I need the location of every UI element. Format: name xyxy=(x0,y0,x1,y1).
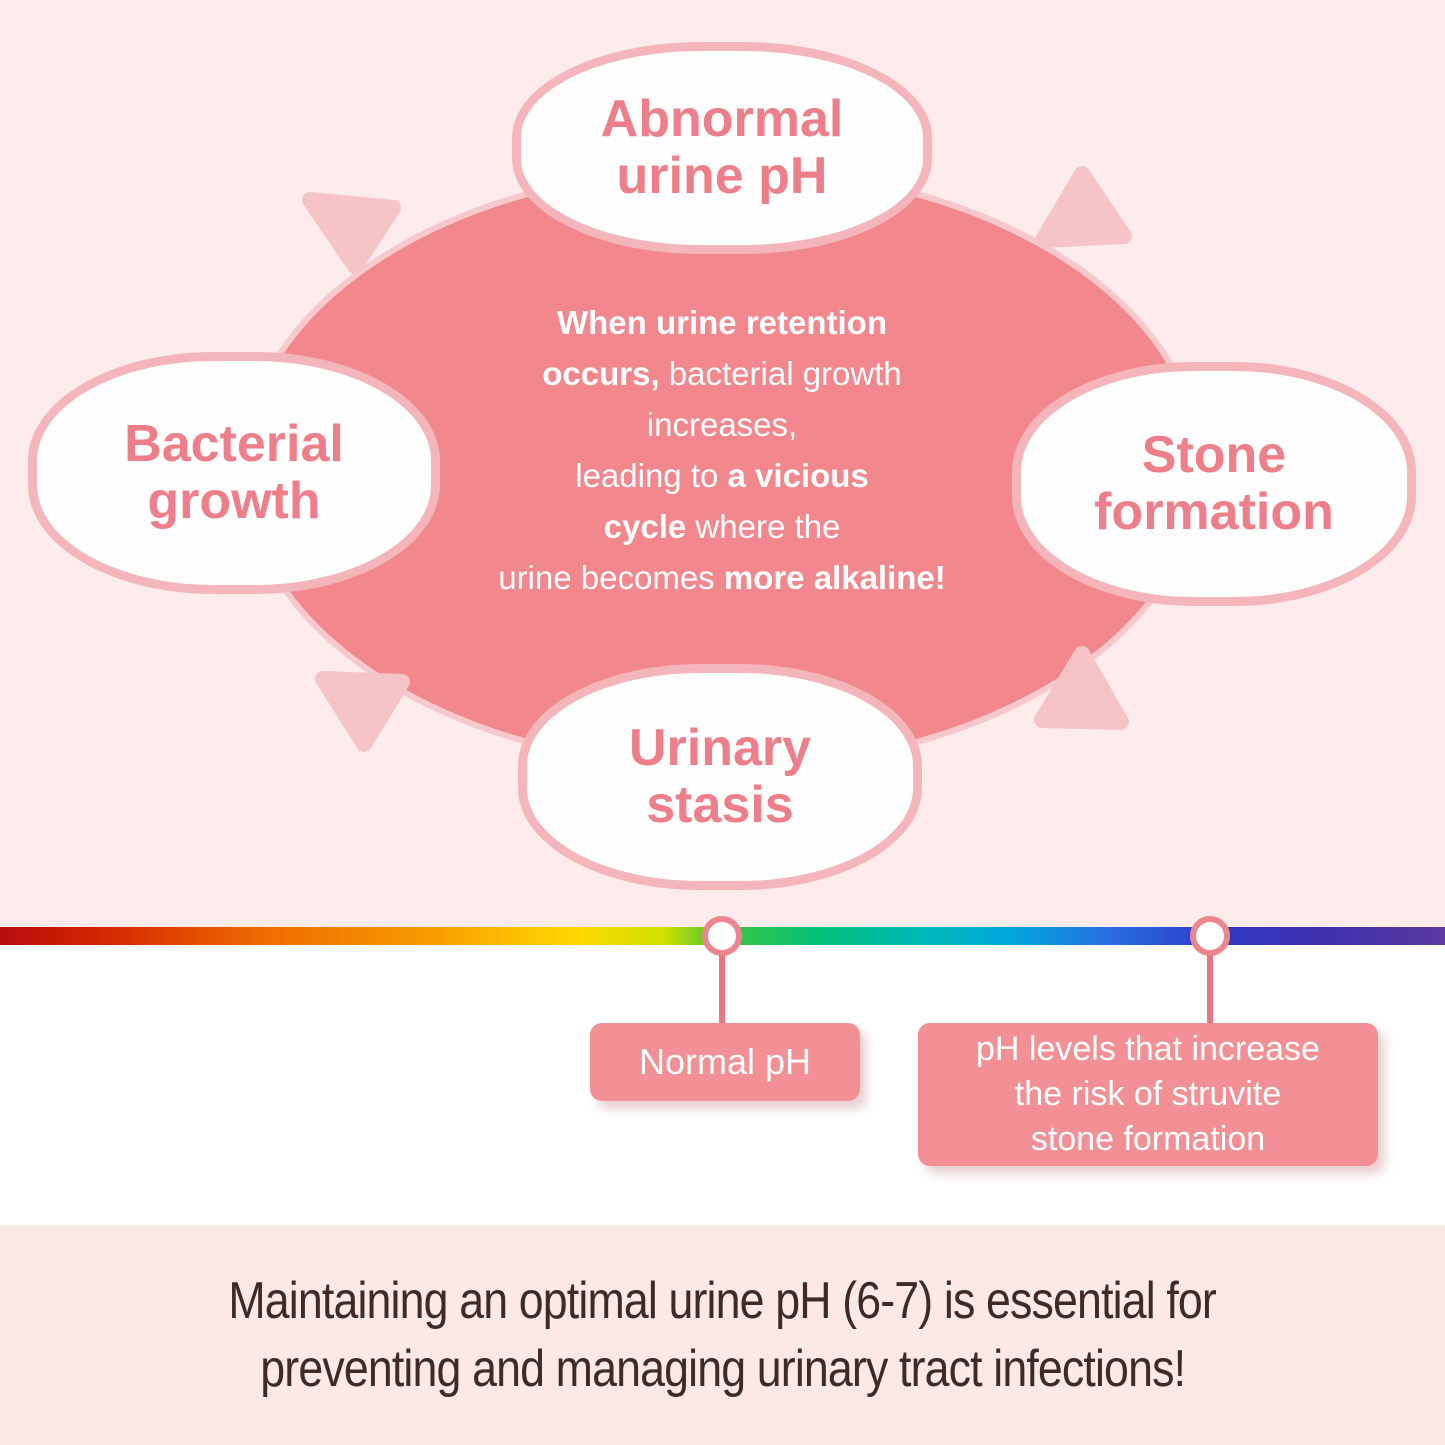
arrow-top-left-icon xyxy=(302,192,401,274)
arrow-top-right-icon xyxy=(1035,166,1132,248)
arrow-bottom-right-icon xyxy=(1034,646,1129,730)
node-label-line: stasis xyxy=(646,776,794,834)
label-line: the risk of struvite xyxy=(1014,1075,1282,1113)
footer-message: Maintaining an optimal urine pH (6-7) is… xyxy=(0,1225,1445,1445)
label-line: stone formation xyxy=(1030,1120,1266,1158)
node-abnormal-urine-ph: Abnormal urine pH xyxy=(512,42,932,254)
footer-line-1: Maintaining an optimal urine pH (6-7) is… xyxy=(228,1272,1217,1330)
node-bacterial-growth: Bacterial growth xyxy=(28,352,440,594)
label-normal-ph: Normal pH xyxy=(590,1023,860,1101)
node-label-line: Bacterial xyxy=(124,415,344,473)
label-line: pH levels that increase xyxy=(976,1030,1320,1068)
footer-line-2: preventing and managing urinary tract in… xyxy=(260,1340,1186,1398)
node-label-line: Abnormal xyxy=(600,90,844,148)
node-label-line: urine pH xyxy=(616,147,828,205)
label-line: Normal pH xyxy=(638,1041,812,1082)
marker-dot-normal-ph-icon xyxy=(702,916,742,956)
node-stone-formation: Stone formation xyxy=(1012,362,1416,606)
node-urinary-stasis: Urinary stasis xyxy=(518,664,922,890)
cycle-description: When urine retention occurs, bacterial g… xyxy=(402,297,1042,603)
center-text-line: increases, xyxy=(646,406,798,443)
label-struvite-risk: pH levels that increase the risk of stru… xyxy=(918,1023,1378,1166)
node-label-line: formation xyxy=(1094,483,1334,541)
center-text-line: leading to a vicious xyxy=(575,457,869,494)
center-text-line: urine becomes more alkaline! xyxy=(498,559,946,596)
center-text-line: When urine retention xyxy=(557,304,887,341)
cycle-diagram: Abnormal urine pH Bacterial growth Stone… xyxy=(28,42,1416,890)
center-text-line: cycle where the xyxy=(603,508,841,545)
marker-stem-struvite-risk xyxy=(1207,948,1213,1026)
center-text-line: occurs, bacterial growth xyxy=(542,355,902,392)
arrow-bottom-left-icon xyxy=(315,671,410,752)
node-label-line: Urinary xyxy=(628,719,812,777)
marker-dot-struvite-risk-icon xyxy=(1190,916,1230,956)
node-label-line: Stone xyxy=(1141,426,1287,484)
marker-stem-normal-ph xyxy=(719,948,725,1026)
node-label-line: growth xyxy=(147,472,321,530)
